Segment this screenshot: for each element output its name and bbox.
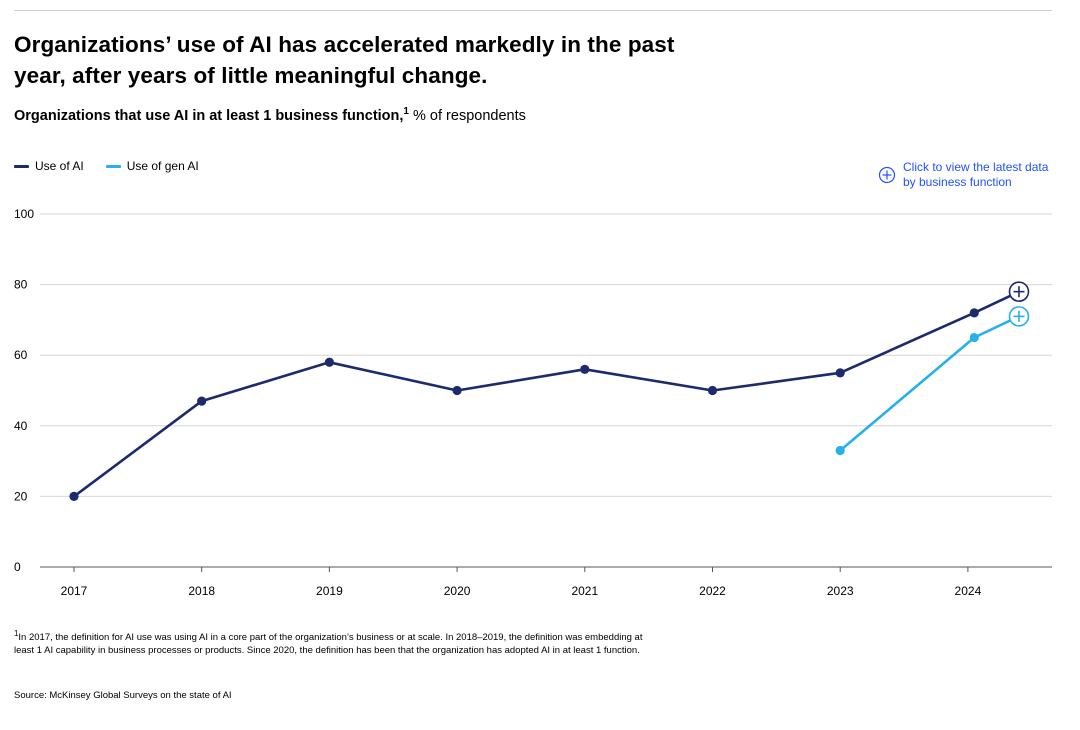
subtitle-unit: % of respondents <box>408 107 526 124</box>
y-tick-label: 40 <box>14 419 28 433</box>
chart-title: Organizations’ use of AI has accelerated… <box>14 32 675 88</box>
source-note: Source: McKinsey Global Surveys on the s… <box>14 690 232 701</box>
x-tick-label: 2021 <box>571 584 598 598</box>
data-point-ai <box>835 368 845 378</box>
y-tick-label: 100 <box>14 207 34 221</box>
y-tick-label: 80 <box>14 278 28 292</box>
data-point-ai <box>452 385 462 396</box>
data-point-ai <box>69 491 79 501</box>
y-tick-label: 0 <box>14 560 21 574</box>
footnote: 1In 2017, the definition for AI use was … <box>14 627 654 657</box>
series-line-ai <box>73 290 1020 498</box>
legend-item-ai: Use of AI <box>14 159 84 173</box>
view-latest-data-text: Click to view the latest data by busines… <box>903 160 1049 189</box>
x-tick-label: 2020 <box>444 584 471 598</box>
top-divider <box>14 10 1052 11</box>
x-tick-label: 2023 <box>827 584 854 598</box>
data-point-genai <box>835 445 845 456</box>
legend-swatch-ai <box>14 164 29 168</box>
subtitle-footnote-marker: 1 <box>403 106 409 117</box>
legend-item-genai: Use of gen AI <box>105 159 199 173</box>
footnote-text: In 2017, the definition for AI use was u… <box>14 632 643 657</box>
legend-label-genai: Use of gen AI <box>126 159 199 173</box>
y-tick-label: 60 <box>14 348 28 362</box>
legend: Use of AI Use of gen AI <box>14 159 221 173</box>
x-tick-label: 2024 <box>955 584 982 598</box>
y-tick-label: 20 <box>14 489 28 503</box>
legend-swatch-genai <box>105 164 121 168</box>
subtitle-bold: Organizations that use AI in at least 1 … <box>14 107 404 124</box>
data-point-ai <box>707 385 718 396</box>
chart-subtitle: Organizations that use AI in at least 1 … <box>14 106 526 124</box>
legend-label-ai: Use of AI <box>35 159 84 173</box>
data-point-ai <box>969 308 979 318</box>
data-point-ai <box>197 396 207 406</box>
plus-circle-icon <box>878 166 896 184</box>
x-tick-label: 2017 <box>61 584 88 598</box>
view-latest-data-link[interactable]: Click to view the latest data by busines… <box>878 160 1063 190</box>
line-chart: 0 20 40 60 80 100 2017 2018 2019 2020 2021 2022 2023… <box>14 207 1052 598</box>
data-point-genai <box>969 332 979 343</box>
footnote-marker: 1 <box>14 629 19 638</box>
data-point-ai <box>580 364 590 374</box>
x-tick-label: 2019 <box>316 584 343 598</box>
data-point-ai <box>324 357 334 367</box>
series-line-genai <box>839 315 1020 452</box>
x-tick-label: 2022 <box>699 584 726 598</box>
x-tick-label: 2018 <box>188 584 215 598</box>
